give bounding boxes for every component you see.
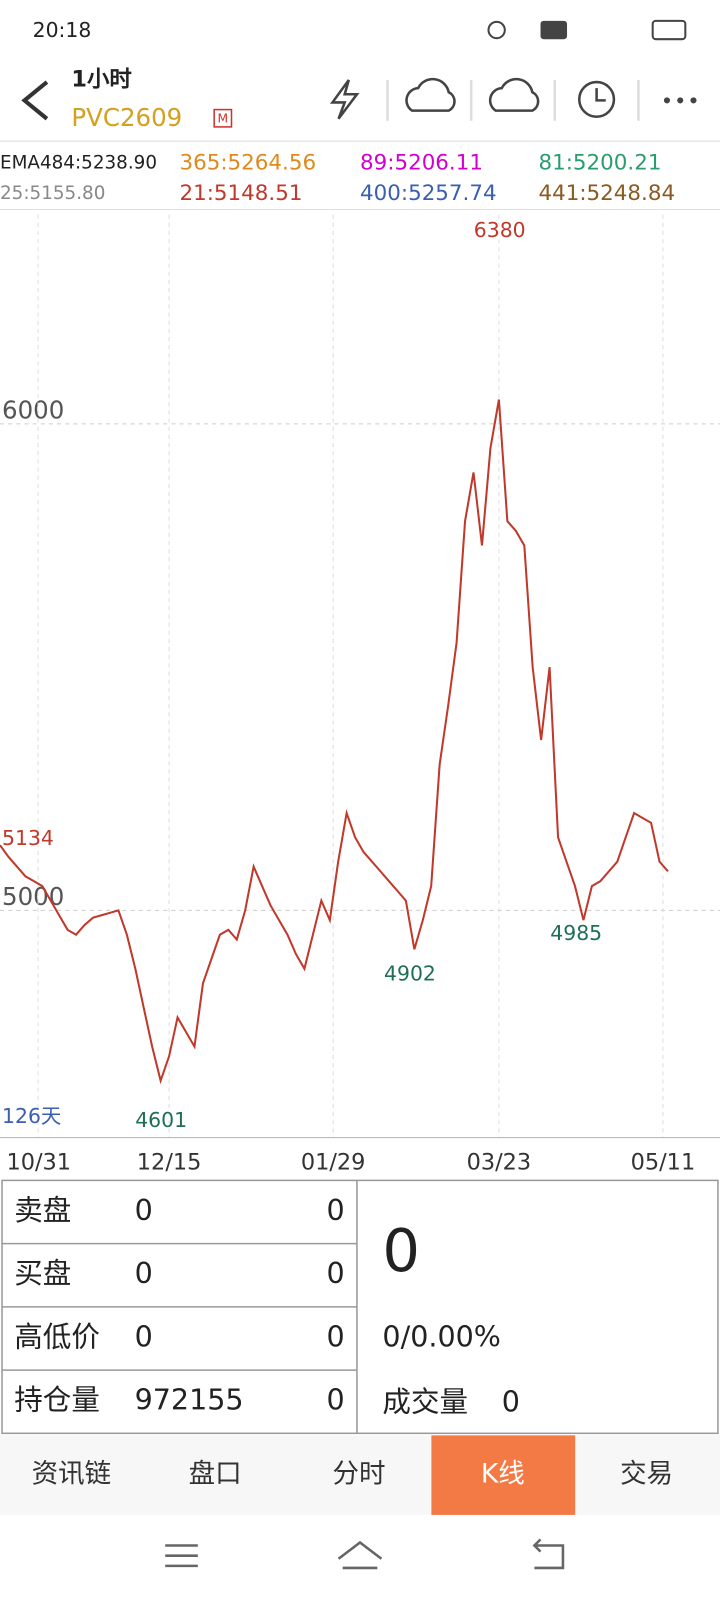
indicator: 25:5155.80 [0, 183, 105, 204]
quote-value: 0 [135, 1256, 153, 1290]
tab[interactable]: 资讯链 [32, 1459, 112, 1490]
x-tick-label: 12/15 [137, 1150, 202, 1176]
extreme-label: 5134 [2, 826, 54, 850]
extreme-label: 4601 [135, 1108, 187, 1132]
extreme-label: 4902 [384, 961, 436, 985]
volume-label: 成交量 [382, 1385, 468, 1419]
back-button[interactable] [21, 80, 49, 121]
indicator: 89:5206.11 [360, 151, 483, 176]
quote-value: 972155 [135, 1383, 244, 1417]
tab[interactable]: 盘口 [189, 1459, 242, 1490]
price-line [0, 399, 669, 1085]
tab[interactable]: 分时 [332, 1459, 385, 1490]
tab-bar [0, 1435, 720, 1515]
history-button[interactable] [577, 80, 616, 118]
status-icons [487, 19, 687, 41]
x-tick-label: 03/23 [467, 1150, 532, 1176]
badge-box [213, 108, 233, 128]
quote-label: 持仓量 [14, 1383, 100, 1417]
period[interactable]: 1小时 [71, 67, 131, 93]
more-button[interactable] [663, 97, 697, 104]
x-tick-label: 10/31 [6, 1150, 71, 1176]
extreme-label: 4985 [550, 921, 602, 945]
symbol: PVC2609 [71, 103, 182, 132]
quote-value-2: 0 [327, 1319, 345, 1353]
cloud-button-2[interactable] [488, 77, 540, 112]
quote-value-2: 0 [327, 1256, 345, 1290]
change: 0/0.00% [382, 1319, 500, 1353]
period-note: 126天 [2, 1104, 61, 1128]
indicator: 81:5200.21 [538, 151, 661, 176]
last-price: 0 [382, 1216, 420, 1285]
status-time: 20:18 [33, 18, 92, 42]
indicator: 365:5264.56 [179, 151, 316, 176]
quote-table: 卖盘 0 0 买盘 0 0 高低价 0 0 持仓量 972155 0 [14, 1193, 344, 1417]
indicator: 441:5248.84 [538, 181, 675, 206]
nav-home[interactable] [337, 1540, 383, 1570]
quote-label: 高低价 [14, 1319, 100, 1353]
x-tick-label: 05/11 [631, 1150, 696, 1176]
lightning-button[interactable] [329, 79, 360, 120]
quote-value: 0 [135, 1193, 153, 1227]
indicator: EMA484:5238.90 [0, 153, 157, 174]
x-tick-label: 01/29 [301, 1150, 366, 1176]
quote-label: 卖盘 [14, 1193, 71, 1227]
y-tick-label: 6000 [2, 396, 64, 425]
nav-back[interactable] [532, 1538, 565, 1570]
tab[interactable]: K线 [481, 1459, 525, 1490]
volume: 0 [502, 1385, 520, 1419]
tab[interactable]: 交易 [620, 1459, 673, 1490]
cloud-button[interactable] [405, 77, 456, 112]
indicator: 400:5257.74 [360, 181, 497, 206]
indicator: 21:5148.51 [179, 181, 302, 206]
badge: M [218, 111, 229, 125]
quote-value: 0 [135, 1319, 153, 1353]
toolbar [329, 77, 640, 121]
extreme-label: 6380 [474, 218, 526, 242]
nav-bar [165, 1538, 565, 1570]
active-tab-bg [431, 1435, 576, 1515]
nav-menu[interactable] [165, 1544, 198, 1568]
quote-value-2: 0 [327, 1193, 345, 1227]
quote-label: 买盘 [14, 1256, 71, 1290]
quote-grid [1, 1179, 719, 1435]
tabs: 资讯链 盘口 分时 K线 交易 [32, 1459, 673, 1490]
quote-value-2: 0 [327, 1383, 345, 1417]
